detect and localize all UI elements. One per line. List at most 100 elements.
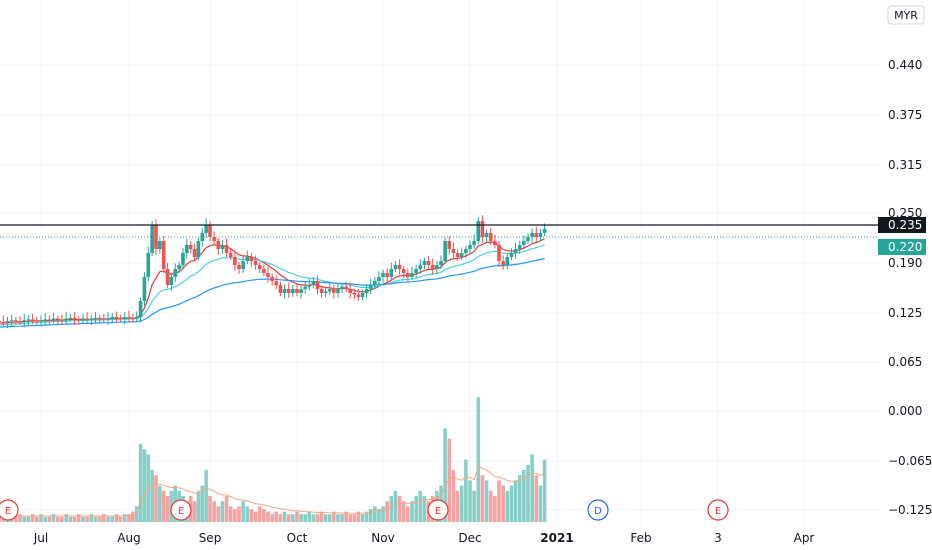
volume-bar: [381, 506, 385, 522]
volume-bar: [480, 475, 485, 522]
volume-bar: [319, 511, 324, 522]
candle: [307, 278, 312, 291]
candle-body: [270, 277, 274, 281]
candle: [385, 268, 389, 282]
candle: [488, 228, 493, 245]
candle: [26, 315, 31, 325]
volume-bar: [241, 501, 245, 522]
candle: [352, 289, 357, 300]
candle: [534, 226, 539, 242]
volume-bar: [14, 516, 18, 522]
volume-bar: [468, 480, 472, 522]
candlesticks[interactable]: [0, 215, 547, 330]
candle-body: [76, 319, 81, 321]
volume-bar: [114, 514, 119, 522]
volume-bar: [422, 496, 427, 522]
time-tick-label: Nov: [371, 531, 394, 545]
candle: [295, 283, 299, 297]
candle-body: [212, 237, 216, 241]
time-axis[interactable]: Jul Aug Sep Oct Nov Dec 2021 Feb 3 Apr: [33, 531, 815, 545]
candle: [368, 278, 373, 294]
candle-body: [35, 320, 39, 322]
volume-bar: [196, 490, 201, 522]
candle: [196, 237, 201, 261]
volume-bar: [72, 516, 77, 522]
volume-bar: [208, 496, 212, 522]
candle-body: [9, 320, 14, 322]
price-tick-label: −0.065: [888, 454, 932, 468]
volume-bar: [315, 514, 320, 522]
candle: [165, 262, 170, 289]
candle: [513, 242, 518, 259]
price-axis[interactable]: 0.440 0.375 0.315 0.250 0.190 0.125 0.065 0.000…: [878, 58, 932, 517]
candle: [484, 229, 489, 242]
volume-bar: [299, 514, 303, 522]
candle: [173, 263, 178, 282]
candle-body: [114, 317, 119, 318]
volume-bar: [233, 509, 237, 522]
volume-bar: [93, 516, 98, 522]
earnings-marker[interactable]: E: [0, 499, 19, 521]
candle-body: [208, 225, 212, 237]
volume-bar: [204, 470, 208, 522]
candle: [200, 228, 205, 247]
candle-body: [85, 318, 89, 320]
candle-body: [266, 273, 270, 277]
earnings-marker[interactable]: E: [170, 499, 192, 521]
candle-body: [443, 241, 447, 261]
candle: [118, 314, 123, 322]
candle-body: [493, 241, 497, 245]
candle: [348, 282, 353, 299]
dividend-marker[interactable]: D: [587, 499, 609, 521]
price-tag-bg: [878, 239, 926, 255]
candle-body: [534, 233, 539, 237]
time-tick-label: 3: [714, 531, 722, 545]
candle-body: [81, 318, 85, 321]
candle-body: [422, 261, 427, 265]
volume-bar: [517, 475, 522, 522]
candle: [233, 251, 237, 271]
volume-bar: [220, 501, 225, 522]
candle: [127, 310, 131, 323]
candle: [406, 268, 410, 281]
candle-body: [332, 289, 336, 293]
price-tick-label: 0.125: [888, 306, 922, 320]
time-tick-label: Aug: [117, 531, 140, 545]
volume-bar: [336, 514, 340, 522]
candle: [181, 248, 185, 269]
price-tick-label: 0.000: [888, 404, 922, 418]
candle-body: [282, 289, 287, 293]
volume-bar: [327, 514, 332, 522]
volume-bar: [43, 516, 47, 522]
volume-bar: [18, 514, 22, 522]
time-tick-label: Apr: [794, 531, 815, 545]
candle-body: [249, 257, 254, 261]
candle-body: [373, 281, 377, 285]
volume-bar: [385, 501, 389, 522]
candle: [14, 317, 18, 325]
candle: [381, 269, 385, 283]
volume-bar: [447, 438, 452, 522]
volume-bar: [530, 454, 534, 522]
volume-bar: [274, 511, 279, 522]
candle: [278, 281, 283, 297]
earnings-marker[interactable]: E: [427, 499, 449, 521]
event-label: E: [5, 506, 11, 517]
earnings-marker[interactable]: E: [707, 499, 729, 521]
candle-body: [307, 285, 312, 287]
volume-bar: [47, 516, 52, 522]
candle: [60, 314, 64, 325]
volume-bar: [377, 509, 381, 522]
candle: [332, 285, 336, 299]
volume-bar: [106, 516, 110, 522]
time-tick-label: Dec: [458, 531, 481, 545]
candle: [430, 258, 435, 275]
candle: [85, 312, 89, 323]
volume-bar: [307, 511, 312, 522]
candle: [241, 256, 245, 273]
candle: [208, 221, 212, 241]
currency-selector[interactable]: MYR: [887, 5, 925, 25]
candle-body: [142, 277, 147, 301]
